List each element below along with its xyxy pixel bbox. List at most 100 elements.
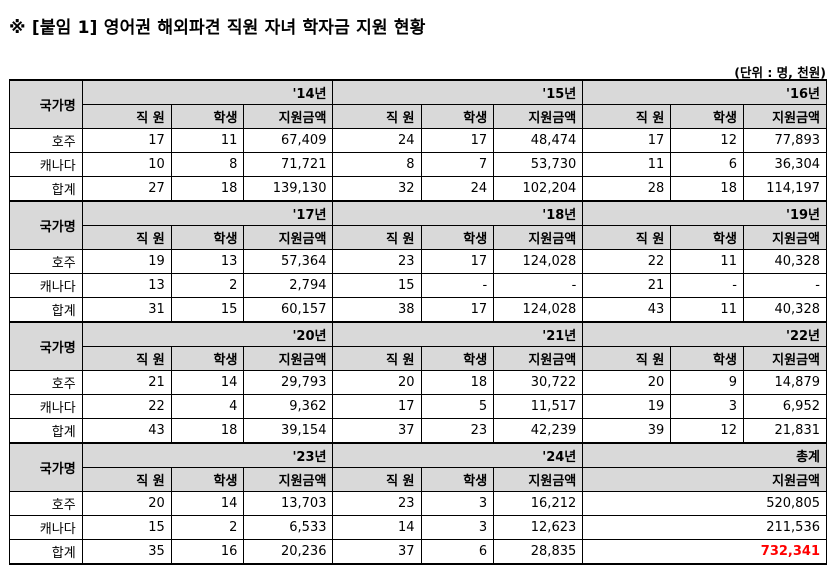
col-amount: 지원금액	[742, 225, 828, 250]
cell: 12	[670, 128, 744, 153]
country-header: 국가명	[9, 200, 83, 250]
cell: 23	[332, 491, 422, 516]
cell: 60,157	[243, 297, 334, 323]
table-row: 호주 21 14 29,793 20 18 30,722 20 9 14,879	[9, 370, 828, 395]
cell: 2	[170, 515, 245, 540]
cell: 19	[81, 249, 172, 274]
country-name: 합계	[9, 418, 83, 444]
col-students: 학생	[670, 225, 744, 250]
cell: 32	[332, 176, 422, 202]
cell: 9	[670, 370, 744, 395]
year-header-row: 국가명 '14년 '15년 '16년	[9, 79, 827, 129]
cell: 14	[332, 515, 422, 540]
year-header: '20년	[81, 321, 334, 347]
cell: 124,028	[493, 249, 584, 274]
year-header-row: 국가명 '17년 '18년 '19년	[9, 200, 827, 250]
country-name: 합계	[9, 297, 83, 323]
col-students: 학생	[670, 346, 744, 371]
year-header: '14년	[81, 79, 334, 105]
cell: 102,204	[493, 176, 584, 202]
col-amount: 지원금액	[493, 467, 584, 492]
col-staff: 직 원	[332, 346, 422, 371]
cell: -	[670, 273, 744, 298]
cell: 22	[81, 394, 172, 419]
table-row: 합계 43 18 39,154 37 23 42,239 39 12 21,83…	[9, 418, 828, 444]
table-row: 호주 17 11 67,409 24 17 48,474 17 12 77,89…	[9, 128, 828, 153]
cell: 77,893	[742, 128, 828, 153]
cell: 3	[420, 515, 495, 540]
col-amount: 지원금액	[493, 225, 584, 250]
col-amount: 지원금액	[243, 346, 334, 371]
col-staff: 직 원	[81, 104, 172, 129]
column-header-row: 직 원 학생 지원금액 직 원 학생 지원금액 지원금액	[10, 467, 827, 492]
cell: 28	[582, 176, 672, 202]
cell: 6	[420, 539, 495, 565]
year-header-row: 국가명 '23년 '24년 총계	[9, 442, 827, 492]
cell: 11,517	[493, 394, 584, 419]
cell: 38	[332, 297, 422, 323]
total-cell: 211,536	[582, 515, 827, 540]
table-row: 합계 27 18 139,130 32 24 102,204 28 18 114…	[9, 176, 828, 202]
cell: 21	[582, 273, 672, 298]
year-header: '22년	[582, 321, 827, 347]
cell: 6,952	[742, 394, 828, 419]
cell: 2	[170, 273, 245, 298]
col-staff: 직 원	[81, 346, 172, 371]
cell: 23	[420, 418, 495, 444]
cell: 27	[81, 176, 172, 202]
cell: 39,154	[243, 418, 334, 444]
col-students: 학생	[670, 104, 744, 129]
col-students: 학생	[420, 225, 495, 250]
cell: 11	[170, 128, 245, 153]
cell: 43	[81, 418, 172, 444]
country-name: 캐나다	[9, 515, 83, 540]
cell: 13,703	[243, 491, 334, 516]
year-header: '15년	[332, 79, 584, 105]
table-row: 캐나다 15 2 6,533 14 3 12,623 211,536	[9, 515, 827, 540]
cell: 17	[332, 394, 422, 419]
cell: 13	[81, 273, 172, 298]
cell: 30,722	[493, 370, 584, 395]
country-name: 합계	[9, 539, 83, 565]
page-title: ※ [붙임 1] 영어권 해외파견 직원 자녀 학자금 지원 현황	[9, 18, 426, 38]
cell: 22	[582, 249, 672, 274]
total-header: 총계	[582, 442, 827, 468]
country-header: 국가명	[9, 79, 83, 129]
cell: 18	[170, 418, 245, 444]
support-table: 국가명 '14년 '15년 '16년 직 원 학생 지원금액 직 원 학생 지원…	[9, 79, 828, 565]
cell: 16	[170, 539, 245, 565]
col-amount: 지원금액	[493, 104, 584, 129]
col-staff: 직 원	[582, 346, 672, 371]
cell: 48,474	[493, 128, 584, 153]
cell: 53,730	[493, 152, 584, 177]
col-students: 학생	[420, 346, 495, 371]
cell: 13	[170, 249, 245, 274]
year-header: '17년	[81, 200, 334, 226]
cell: 39	[582, 418, 672, 444]
cell: 8	[332, 152, 422, 177]
country-name: 호주	[9, 491, 83, 516]
table-row: 캐나다 13 2 2,794 15 - - 21 - -	[9, 273, 828, 298]
col-staff: 직 원	[332, 104, 422, 129]
table-row: 합계 31 15 60,157 38 17 124,028 43 11 40,3…	[9, 297, 828, 323]
col-amount: 지원금액	[243, 467, 334, 492]
col-staff: 직 원	[81, 225, 172, 250]
cell: 29,793	[243, 370, 334, 395]
cell: 24	[420, 176, 495, 202]
cell: 67,409	[243, 128, 334, 153]
table-row: 호주 19 13 57,364 23 17 124,028 22 11 40,3…	[9, 249, 828, 274]
cell: 114,197	[742, 176, 828, 202]
col-total-amount: 지원금액	[582, 467, 827, 492]
cell: 31	[81, 297, 172, 323]
year-header: '19년	[582, 200, 827, 226]
cell: 19	[582, 394, 672, 419]
col-students: 학생	[170, 104, 245, 129]
col-staff: 직 원	[582, 225, 672, 250]
cell: 40,328	[742, 249, 828, 274]
country-header: 국가명	[9, 442, 83, 492]
cell: 6	[670, 152, 744, 177]
cell: 17	[81, 128, 172, 153]
cell: 36,304	[742, 152, 828, 177]
cell: 11	[582, 152, 672, 177]
col-amount: 지원금액	[493, 346, 584, 371]
